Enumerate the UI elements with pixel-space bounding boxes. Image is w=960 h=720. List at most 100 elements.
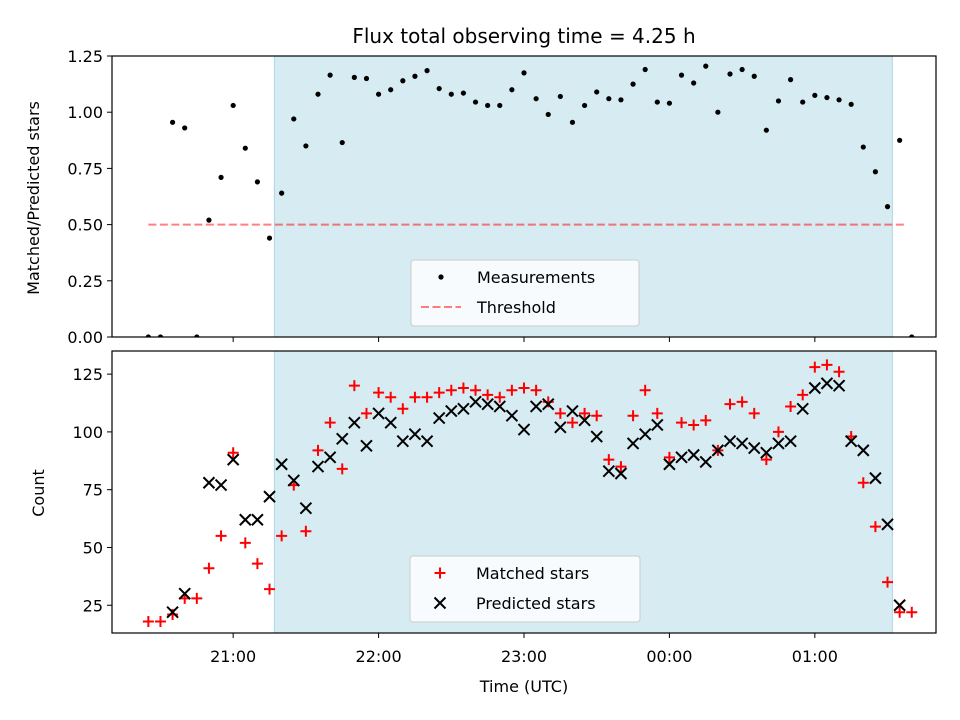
predicted-point [396, 434, 410, 448]
legend-predicted-marker [433, 596, 447, 610]
measurement-point [666, 100, 673, 106]
measurement-point [703, 63, 709, 69]
predicted-point [566, 404, 579, 418]
predicted-point [251, 513, 264, 526]
figure-title: Flux total observing time = 4.25 h [352, 24, 695, 48]
matched-point [239, 537, 251, 549]
measurement-point [303, 143, 309, 149]
bottom-y-tick-label: 25 [83, 596, 103, 615]
measurement-point [775, 98, 782, 104]
predicted-point [226, 453, 240, 466]
matched-point [603, 454, 615, 466]
matched-point [809, 361, 821, 373]
matched-point [470, 384, 482, 396]
top-y-axis-label: Matched/Predicted stars [24, 101, 43, 295]
legend-matched-marker [434, 567, 446, 579]
top-y-tick-label: 1.00 [67, 103, 103, 122]
predicted-point [590, 430, 603, 443]
predicted-point [432, 411, 446, 425]
predicted-point [166, 605, 179, 619]
predicted-point [857, 444, 870, 457]
measurement-point [448, 91, 454, 97]
predicted-point [602, 464, 616, 478]
top-y-tick-label: 0.75 [67, 159, 103, 178]
matched-point [882, 576, 894, 588]
matched-point [251, 558, 263, 570]
matched-point [397, 403, 409, 415]
measurement-point [206, 217, 212, 223]
predicted-point [723, 434, 737, 448]
legend-matched-label: Matched stars [476, 564, 589, 583]
matched-point [785, 400, 797, 412]
measurement-point [521, 70, 527, 76]
measurement-point [157, 334, 164, 337]
measurement-point [230, 102, 236, 109]
matched-point [482, 389, 494, 401]
predicted-point [626, 437, 640, 450]
measurement-point [315, 91, 321, 97]
matched-point [627, 410, 639, 422]
predicted-point [372, 407, 385, 420]
matched-point [724, 398, 736, 410]
x-tick-label: 21:00 [210, 647, 256, 666]
matched-point [639, 384, 651, 396]
predicted-point [214, 478, 228, 492]
measurement-point [339, 139, 345, 146]
bottom-series-plus [142, 359, 918, 627]
top-y-tick-label: 0.50 [67, 216, 103, 235]
predicted-point [844, 434, 858, 448]
matched-point [506, 384, 518, 396]
predicted-point [299, 501, 313, 515]
measurement-point [787, 77, 794, 83]
predicted-point [893, 599, 906, 612]
matched-point [142, 615, 154, 627]
predicted-point [796, 402, 809, 415]
predicted-point [687, 448, 700, 462]
measurement-point [654, 99, 660, 105]
predicted-point [578, 414, 591, 427]
measurement-point [569, 119, 576, 125]
matched-point [821, 359, 833, 371]
matched-point [348, 380, 360, 392]
measurement-point [836, 97, 842, 103]
matched-point [385, 391, 397, 403]
matched-point [663, 451, 675, 463]
measurement-point [630, 81, 636, 87]
measurement-point [824, 94, 830, 101]
matched-point [494, 391, 506, 403]
measurement-point [436, 85, 442, 92]
matched-point [736, 396, 748, 408]
predicted-point [384, 416, 397, 429]
measurement-point [485, 102, 491, 109]
measurement-point [182, 125, 188, 131]
legend-measurements-label: Measurements [477, 268, 595, 287]
measurement-point [606, 96, 612, 102]
matched-point [869, 521, 881, 533]
predicted-point [784, 434, 797, 448]
measurement-point [691, 80, 697, 86]
measurement-point [400, 78, 406, 84]
matched-point [312, 444, 324, 456]
measurement-point [242, 145, 248, 151]
matched-point [651, 407, 663, 419]
measurement-point [266, 235, 273, 241]
predicted-point [202, 476, 216, 489]
predicted-point [748, 441, 761, 455]
count-panel: 25 50 75 100 125 21:00 22:00 23:00 00:00 01:00 Mat… [72, 350, 937, 666]
measurement-point [545, 111, 551, 118]
predicted-point [263, 490, 276, 503]
matched-point [154, 615, 166, 627]
predicted-point [614, 467, 628, 480]
predicted-point [832, 379, 846, 392]
bottom-series-x [166, 377, 906, 619]
matched-point [760, 454, 772, 466]
predicted-point [772, 437, 785, 450]
measurement-point [169, 119, 176, 125]
matched-point [833, 366, 845, 378]
measurement-point [678, 72, 685, 78]
predicted-point [408, 428, 422, 441]
matched-point [336, 463, 348, 475]
x-tick-label: 22:00 [356, 647, 402, 666]
predicted-point [638, 428, 652, 441]
predicted-point [663, 458, 676, 471]
